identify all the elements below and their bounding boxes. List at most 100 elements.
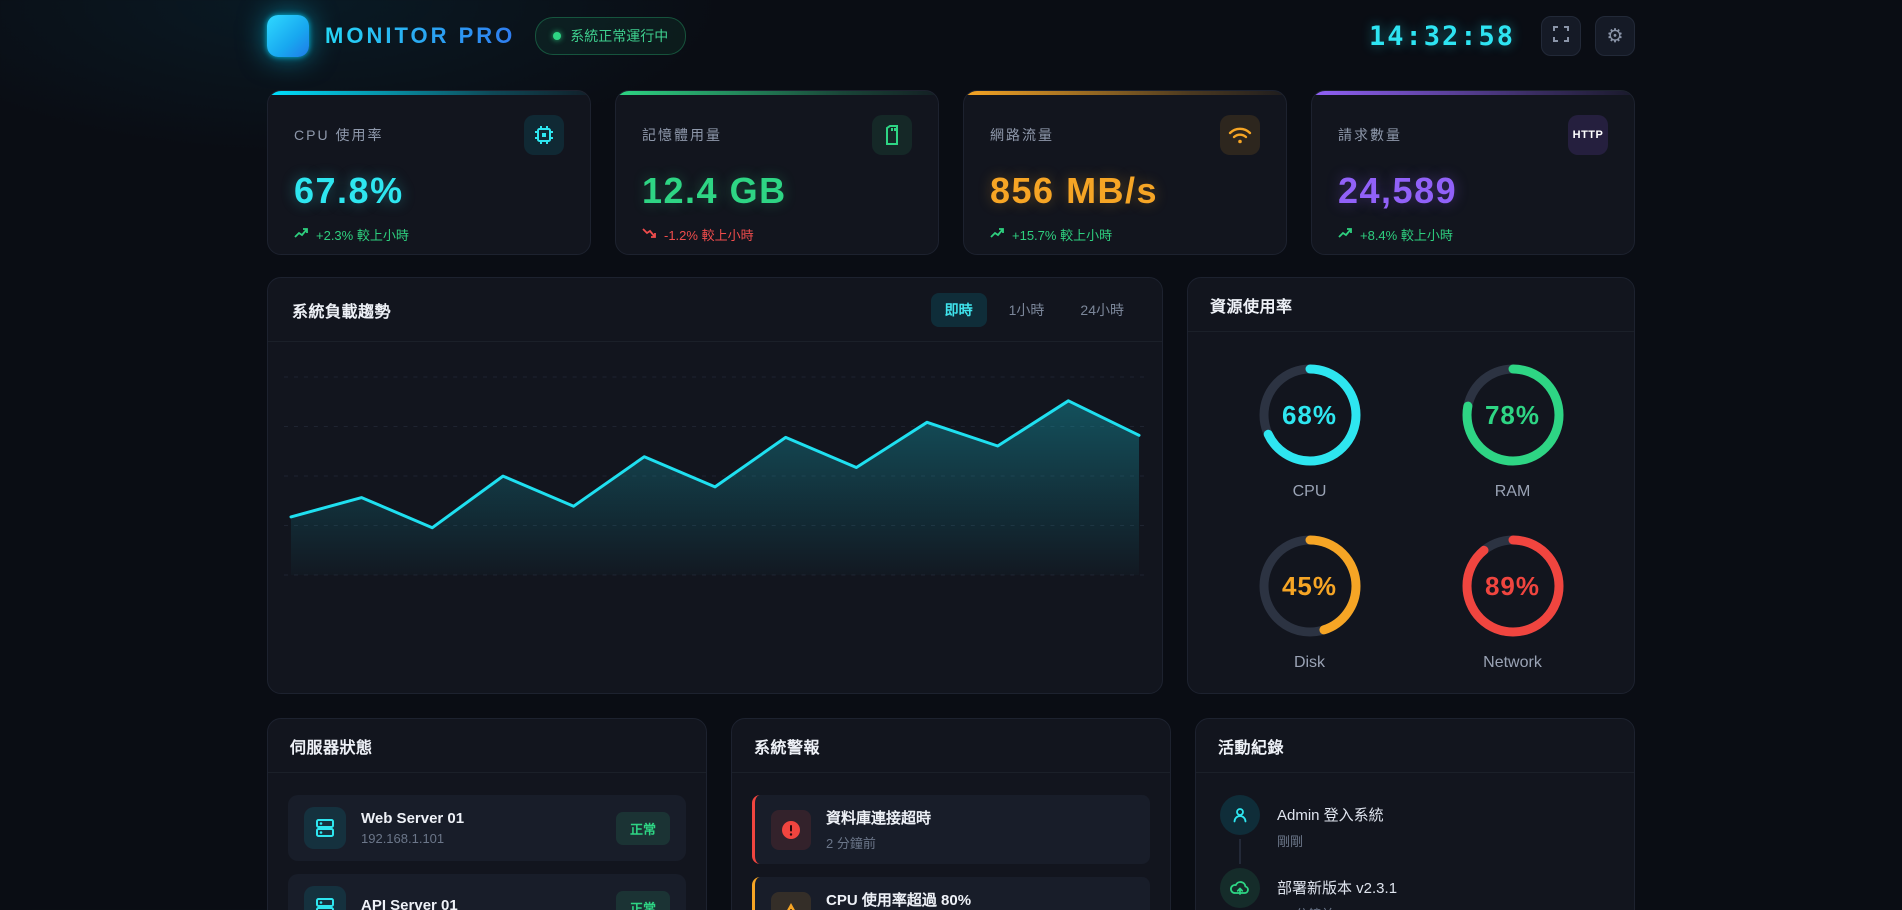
alert-circle-icon bbox=[771, 809, 811, 850]
stat-title: 請求數量 bbox=[1338, 127, 1402, 143]
resource-usage-card: 資源使用率 68% CPU bbox=[1187, 277, 1635, 694]
gauge-value: 68% bbox=[1281, 399, 1338, 430]
stat-value: 24,589 bbox=[1338, 170, 1458, 211]
server-row-api: API Server 01 正常 bbox=[288, 874, 686, 910]
gauge-ring bbox=[1462, 535, 1563, 637]
stat-card-requests: 請求數量 HTTP 24,589 +8.4% 較上小時 bbox=[1311, 90, 1635, 255]
trend-down-icon bbox=[642, 227, 657, 242]
gauge-ring bbox=[1462, 364, 1563, 466]
time-range-tabs: 即時 1小時 24小時 bbox=[930, 292, 1138, 327]
status-badge: 正常 bbox=[615, 811, 670, 845]
stat-title: 網路流量 bbox=[990, 127, 1054, 143]
gauge-disk: 45% Disk bbox=[1208, 531, 1411, 672]
header-actions: 14:32:58 ⚙ bbox=[1369, 16, 1635, 56]
fullscreen-button[interactable] bbox=[1541, 16, 1581, 56]
alert-row-critical: 資料庫連接超時 2 分鐘前 bbox=[752, 795, 1150, 864]
alert-text: CPU 使用率超過 80% bbox=[826, 892, 972, 909]
alert-time: 2 分鐘前 bbox=[826, 836, 876, 851]
accent-bar bbox=[616, 91, 938, 95]
load-chart-title: 系統負載趨勢 bbox=[292, 303, 392, 321]
stat-value: 12.4 GB bbox=[642, 170, 787, 211]
timeline-connector bbox=[1239, 839, 1241, 864]
tab-realtime[interactable]: 即時 bbox=[930, 292, 987, 327]
stat-card-cpu: CPU 使用率 67.8% +2.3% 較上小時 bbox=[267, 90, 591, 255]
http-badge-icon: HTTP bbox=[1568, 115, 1608, 155]
app-logo bbox=[267, 15, 309, 57]
server-ip: 192.168.1.101 bbox=[361, 831, 445, 846]
gauge-label: Disk bbox=[1293, 654, 1326, 671]
memory-card-icon bbox=[872, 115, 912, 155]
trend-up-icon bbox=[990, 227, 1005, 242]
alert-row-warning: CPU 使用率超過 80% 15 分鐘前 bbox=[752, 877, 1150, 910]
activity-row-login: Admin 登入系統 剛剛 bbox=[1220, 795, 1610, 868]
gear-icon: ⚙ bbox=[1606, 25, 1624, 47]
stat-card-network: 網路流量 856 MB/s +15.7% 較上小時 bbox=[963, 90, 1287, 255]
dashboard: MONITOR PRO 系統正常運行中 14:32:58 ⚙ CPU bbox=[267, 0, 1635, 910]
http-label: HTTP bbox=[1572, 129, 1604, 141]
cloud-upload-icon bbox=[1220, 868, 1260, 908]
warning-triangle-icon bbox=[771, 891, 811, 910]
cpu-chip-icon bbox=[524, 115, 564, 155]
trend-up-icon bbox=[294, 227, 309, 242]
stat-title: 記憶體用量 bbox=[642, 127, 722, 143]
alert-text: 資料庫連接超時 bbox=[826, 810, 932, 827]
gauge-value: 78% bbox=[1484, 399, 1541, 430]
gauge-label: Network bbox=[1483, 654, 1542, 671]
server-name: Web Server 01 bbox=[361, 810, 465, 827]
stat-trend-label: +2.3% 較上小時 bbox=[316, 228, 409, 243]
system-alerts-title: 系統警報 bbox=[754, 739, 821, 757]
chart-line bbox=[289, 399, 1141, 530]
status-dot-icon bbox=[553, 32, 562, 40]
accent-bar bbox=[1312, 91, 1634, 95]
server-rack-icon bbox=[304, 807, 346, 849]
activity-text: 部署新版本 v2.3.1 bbox=[1277, 880, 1398, 897]
clock: 14:32:58 bbox=[1368, 20, 1515, 52]
activity-log-title: 活動紀錄 bbox=[1218, 739, 1285, 757]
gauge-ram: 78% RAM bbox=[1411, 360, 1614, 501]
status-badge-label: 系統正常運行中 bbox=[570, 28, 669, 44]
gauge-ring bbox=[1259, 364, 1360, 466]
gauge-ring bbox=[1259, 535, 1360, 637]
stat-title: CPU 使用率 bbox=[294, 127, 384, 143]
gauge-cpu: 68% CPU bbox=[1208, 360, 1411, 501]
user-icon bbox=[1220, 795, 1260, 835]
wifi-icon bbox=[1220, 115, 1260, 155]
server-rack-icon bbox=[304, 886, 346, 910]
activity-time: 30 分鐘前 bbox=[1277, 904, 1397, 910]
system-alerts-card: 系統警報 資料庫連接超時 2 分鐘前 bbox=[731, 718, 1171, 910]
accent-bar bbox=[964, 91, 1286, 95]
gauge-label: RAM bbox=[1494, 483, 1531, 500]
app-title: MONITOR PRO bbox=[325, 23, 516, 48]
activity-row-deploy: 部署新版本 v2.3.1 30 分鐘前 bbox=[1220, 868, 1610, 910]
stat-value: 67.8% bbox=[294, 170, 404, 211]
middle-row: 系統負載趨勢 即時 1小時 24小時 bbox=[267, 277, 1635, 694]
gauges-grid: 68% CPU 78% RAM bbox=[1188, 332, 1634, 672]
activity-time: 剛剛 bbox=[1277, 834, 1304, 849]
bottom-row: 伺服器狀態 Web Server 01 192.168.1.101 bbox=[267, 718, 1635, 910]
stat-trend-label: -1.2% 較上小時 bbox=[664, 228, 754, 243]
gauge-value: 89% bbox=[1484, 570, 1541, 601]
trend-up-icon bbox=[1338, 227, 1353, 242]
status-badge: 正常 bbox=[615, 890, 670, 910]
tab-24h[interactable]: 24小時 bbox=[1080, 301, 1124, 318]
stat-card-memory: 記憶體用量 12.4 GB -1.2% 較上小時 bbox=[615, 90, 939, 255]
server-name: API Server 01 bbox=[361, 896, 458, 910]
stat-trend-label: +8.4% 較上小時 bbox=[1360, 228, 1453, 243]
fullscreen-icon bbox=[1552, 25, 1570, 47]
stat-value: 856 MB/s bbox=[990, 170, 1159, 211]
settings-button[interactable]: ⚙ bbox=[1595, 16, 1635, 56]
activity-text: Admin 登入系統 bbox=[1277, 807, 1384, 824]
load-chart-svg bbox=[284, 376, 1146, 576]
server-status-title: 伺服器狀態 bbox=[290, 739, 373, 757]
tab-1h[interactable]: 1小時 bbox=[1008, 301, 1045, 318]
activity-log-card: 活動紀錄 Admin 登入系統 剛 bbox=[1195, 718, 1635, 910]
resource-usage-title: 資源使用率 bbox=[1210, 298, 1293, 316]
top-bar: MONITOR PRO 系統正常運行中 14:32:58 ⚙ bbox=[267, 10, 1635, 62]
gauge-network: 89% Network bbox=[1411, 531, 1614, 672]
accent-bar bbox=[268, 91, 590, 95]
stat-cards: CPU 使用率 67.8% +2.3% 較上小時 bbox=[267, 90, 1635, 255]
system-status-badge: 系統正常運行中 bbox=[535, 17, 687, 55]
gauge-value: 45% bbox=[1281, 570, 1338, 601]
server-status-card: 伺服器狀態 Web Server 01 192.168.1.101 bbox=[267, 718, 707, 910]
load-chart-card: 系統負載趨勢 即時 1小時 24小時 bbox=[267, 277, 1163, 694]
